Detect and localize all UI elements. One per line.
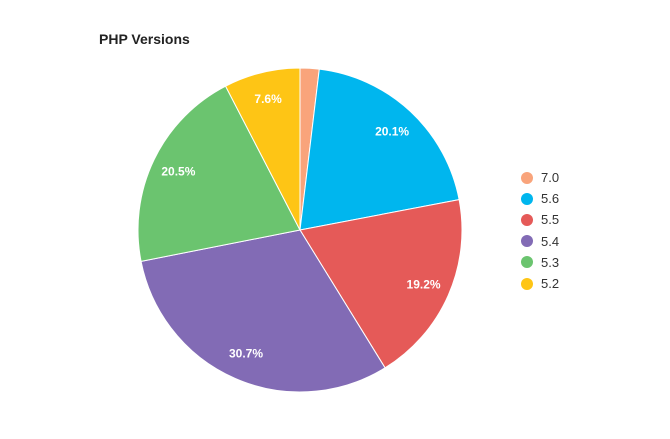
slice-5.4[interactable]: [140, 229, 386, 393]
legend-marker: [521, 256, 533, 269]
legend-marker: [521, 277, 533, 290]
legend-marker: [521, 235, 533, 248]
legend-label: 5.3: [541, 254, 560, 270]
data-label-5.2: 7.6%: [254, 92, 282, 106]
data-label-5.3: 20.5%: [161, 164, 195, 178]
legend-item-5.4[interactable]: 5.4: [521, 231, 559, 252]
legend-label: 5.6: [541, 191, 560, 207]
legend-marker: [521, 213, 533, 226]
data-label-5.4: 30.7%: [229, 347, 263, 361]
legend: 7.0 5.6 5.5 5.4 5.3 5.2: [521, 167, 559, 294]
slice-5.5[interactable]: [299, 199, 463, 369]
slice-5.2[interactable]: [224, 67, 301, 231]
slice-5.6[interactable]: [299, 68, 460, 231]
legend-item-5.2[interactable]: 5.2: [521, 273, 559, 294]
legend-item-5.3[interactable]: 5.3: [521, 252, 559, 273]
legend-item-7.0[interactable]: 7.0: [521, 167, 559, 188]
legend-marker: [521, 171, 533, 184]
data-label-5.5: 19.2%: [407, 277, 441, 291]
legend-label: 7.0: [541, 170, 560, 186]
slice-5.3[interactable]: [137, 85, 301, 262]
legend-label: 5.2: [541, 276, 560, 292]
data-label-5.6: 20.1%: [375, 124, 409, 138]
chart-title: PHP Versions: [99, 31, 190, 47]
legend-label: 5.5: [541, 212, 560, 228]
legend-label: 5.4: [541, 233, 560, 249]
legend-item-5.6[interactable]: 5.6: [521, 188, 559, 209]
legend-item-5.5[interactable]: 5.5: [521, 209, 559, 230]
legend-marker: [521, 192, 533, 205]
